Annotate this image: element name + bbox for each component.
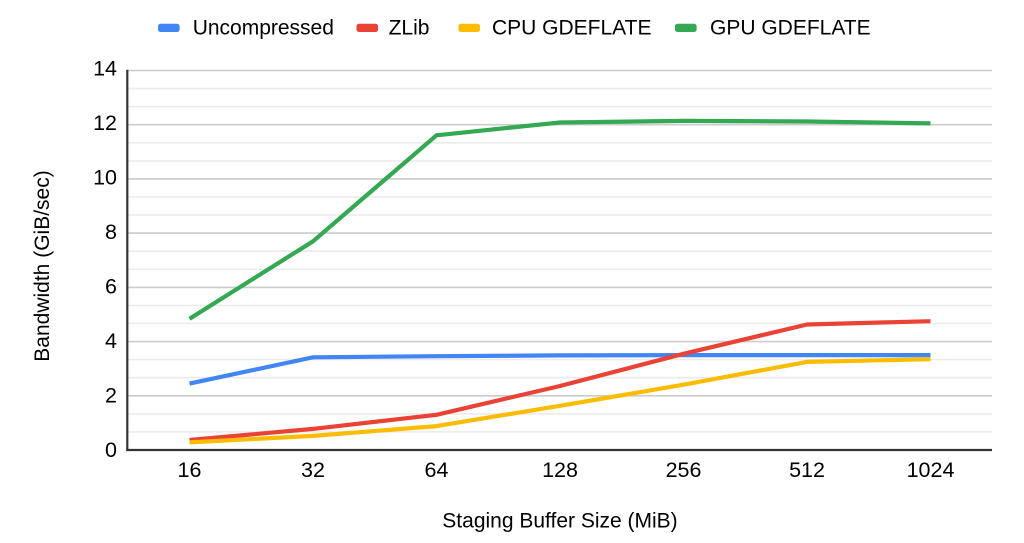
svg-text:128: 128 xyxy=(542,458,578,482)
svg-text:10: 10 xyxy=(93,166,117,190)
svg-text:0: 0 xyxy=(105,438,117,462)
svg-text:GPU GDEFLATE: GPU GDEFLATE xyxy=(710,16,871,39)
svg-text:256: 256 xyxy=(666,458,702,482)
svg-text:6: 6 xyxy=(105,275,117,299)
svg-text:Staging Buffer Size (MiB): Staging Buffer Size (MiB) xyxy=(442,510,677,533)
svg-text:1024: 1024 xyxy=(907,458,955,482)
svg-text:14: 14 xyxy=(93,57,117,81)
svg-text:ZLib: ZLib xyxy=(389,16,430,39)
svg-text:Bandwidth (GiB/sec): Bandwidth (GiB/sec) xyxy=(31,170,54,361)
svg-text:512: 512 xyxy=(789,458,825,482)
svg-text:8: 8 xyxy=(105,220,117,244)
svg-text:Uncompressed: Uncompressed xyxy=(193,16,334,39)
svg-text:32: 32 xyxy=(301,458,325,482)
svg-text:2: 2 xyxy=(105,383,117,407)
svg-text:CPU GDEFLATE: CPU GDEFLATE xyxy=(492,16,651,39)
svg-text:64: 64 xyxy=(425,458,449,482)
svg-text:16: 16 xyxy=(178,458,202,482)
svg-text:12: 12 xyxy=(93,111,117,135)
svg-text:4: 4 xyxy=(105,329,117,353)
